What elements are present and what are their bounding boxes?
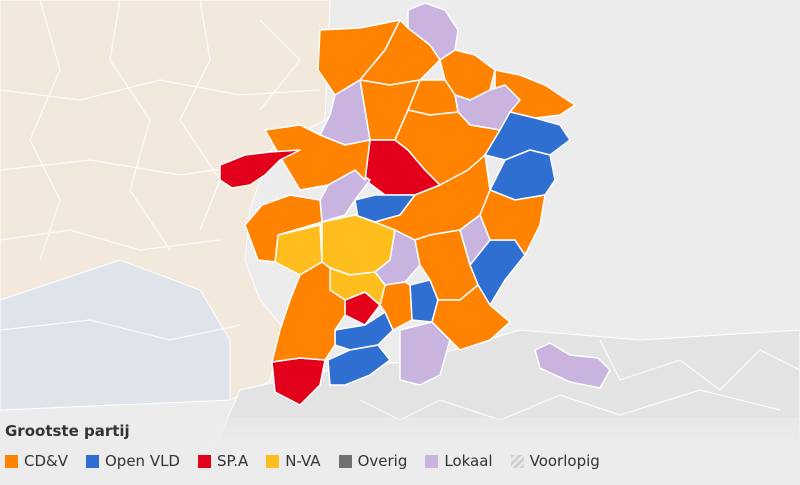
municipality-filler-cdv-d: [479, 189, 546, 256]
legend-swatch-overig: [338, 454, 352, 468]
municipality-filler-spa-west: [219, 149, 301, 189]
legend-swatch-voorlopig: [510, 454, 524, 468]
legend-item-overig[interactable]: Overig: [338, 452, 408, 470]
legend-label-nva: N-VA: [285, 452, 321, 470]
municipality-filler-cdv-e: [431, 284, 511, 351]
legend-item-openvld[interactable]: Open VLD: [85, 452, 180, 470]
municipality-10[interactable]: [484, 111, 571, 161]
municipality-25[interactable]: [244, 194, 323, 263]
municipalities: [244, 2, 611, 406]
legend: Grootste partij CD&V Open VLD SP.A N-VA Over…: [0, 418, 800, 481]
legend-swatch-cdv: [5, 454, 18, 468]
municipality-filler-nva-a: [329, 267, 386, 306]
legend-item-lokaal[interactable]: Lokaal: [425, 452, 493, 470]
legend-label-openvld: Open VLD: [104, 452, 180, 470]
legend-item-nva[interactable]: N-VA: [266, 452, 321, 470]
municipality-filler-cdv-f: [379, 281, 413, 331]
legend-item-voorlopig[interactable]: Voorlopig: [510, 452, 600, 470]
legend-swatch-openvld: [85, 454, 99, 468]
municipality-filler-cdv-c: [414, 229, 479, 301]
legend-swatch-nva: [266, 454, 280, 468]
legend-label-lokaal: Lokaal: [444, 452, 493, 470]
legend-label-cdv: CD&V: [24, 452, 68, 470]
legend-label-overig: Overig: [357, 452, 408, 470]
legend-label-spa: SP.A: [216, 452, 249, 470]
legend-title: Grootste partij: [5, 422, 130, 440]
legend-item-spa[interactable]: SP.A: [197, 452, 249, 470]
municipality-filler-openvld-south: [327, 344, 391, 386]
neighbor-region-southwest: [0, 259, 231, 411]
legend-item-cdv[interactable]: CD&V: [5, 452, 68, 470]
legend-items: CD&V Open VLD SP.A N-VA Overig Lokaal Voorlopi…: [5, 452, 618, 470]
municipality-21[interactable]: [334, 311, 394, 351]
legend-label-voorlopig: Voorlopig: [529, 452, 600, 470]
legend-swatch-lokaal: [425, 454, 439, 468]
municipality-26[interactable]: [534, 342, 611, 389]
municipality-filler-cdv-a: [264, 124, 371, 191]
municipality-filler-lokaal-a: [459, 214, 491, 266]
context-borders: [0, 0, 800, 421]
legend-swatch-spa: [197, 454, 211, 468]
municipality-fillers: [219, 124, 546, 386]
